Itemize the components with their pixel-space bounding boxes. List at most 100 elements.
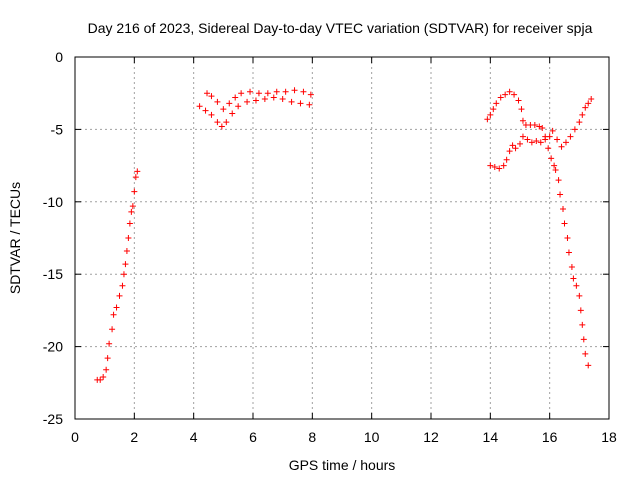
chart-title: Day 216 of 2023, Sidereal Day-to-day VTE… — [88, 20, 593, 36]
data-point — [565, 249, 572, 256]
data-point — [196, 103, 203, 110]
data-point — [208, 111, 215, 118]
data-point — [273, 88, 280, 95]
y-tick-label: -10 — [43, 194, 63, 210]
data-point — [116, 292, 123, 299]
y-tick-label: -20 — [43, 339, 63, 355]
data-point — [576, 119, 583, 126]
data-point — [129, 203, 136, 210]
data-point — [119, 282, 126, 289]
data-point — [104, 355, 111, 362]
series-arc-2-upper — [204, 87, 314, 113]
data-point — [131, 188, 138, 195]
data-point — [519, 133, 526, 140]
data-point — [306, 101, 313, 108]
x-tick-label: 4 — [190, 429, 198, 445]
data-point — [549, 127, 556, 134]
data-point — [537, 139, 544, 146]
data-point — [110, 311, 117, 318]
x-tick-labels: 0 2 4 6 8 10 12 14 16 18 — [71, 429, 617, 445]
data-point — [97, 376, 104, 383]
data-point — [554, 136, 561, 143]
data-point — [539, 124, 546, 131]
data-point — [235, 103, 242, 110]
x-tick-label: 16 — [542, 429, 558, 445]
data-point — [557, 191, 564, 198]
data-point — [238, 90, 245, 97]
data-point — [533, 137, 540, 144]
data-point — [122, 261, 129, 268]
data-point — [491, 164, 498, 171]
data-point — [545, 145, 552, 152]
y-tick-labels: 0 -5 -10 -15 -20 -25 — [43, 49, 63, 427]
data-point — [506, 88, 513, 95]
data-point — [214, 98, 221, 105]
y-tick-label: -15 — [43, 266, 63, 282]
data-point — [113, 304, 120, 311]
data-point — [270, 94, 277, 101]
data-point — [487, 111, 494, 118]
y-tick-label: 0 — [55, 49, 63, 65]
data-point — [567, 133, 574, 140]
data-point — [497, 94, 504, 101]
axis-ticks — [74, 56, 610, 420]
data-points — [94, 87, 595, 383]
data-point — [519, 117, 526, 124]
x-axis-label: GPS time / hours — [289, 457, 396, 473]
data-point — [496, 165, 503, 172]
data-point — [528, 139, 535, 146]
data-point — [493, 100, 500, 107]
data-point — [577, 307, 584, 314]
data-point — [297, 100, 304, 107]
data-point — [571, 126, 578, 133]
y-tick-label: -25 — [43, 411, 63, 427]
data-point — [244, 98, 251, 105]
data-point — [264, 90, 271, 97]
x-tick-label: 14 — [483, 429, 499, 445]
data-point — [561, 220, 568, 227]
data-point — [288, 98, 295, 105]
data-point — [560, 206, 567, 213]
grid-lines — [75, 57, 609, 419]
x-tick-label: 12 — [423, 429, 439, 445]
data-point — [579, 111, 586, 118]
data-point — [223, 119, 230, 126]
data-point — [568, 263, 575, 270]
data-point — [220, 106, 227, 113]
data-point — [490, 106, 497, 113]
data-point — [109, 326, 116, 333]
data-point — [512, 145, 519, 152]
data-point — [588, 95, 595, 102]
data-point — [128, 208, 135, 215]
data-point — [576, 292, 583, 299]
x-tick-label: 10 — [364, 429, 380, 445]
data-point — [511, 91, 518, 98]
data-point — [214, 119, 221, 126]
y-axis-label: SDTVAR / TECUs — [7, 182, 23, 294]
x-tick-label: 0 — [71, 429, 79, 445]
data-point — [106, 340, 113, 347]
data-point — [208, 93, 215, 100]
series-arc-1 — [94, 168, 141, 383]
x-tick-label: 2 — [130, 429, 138, 445]
data-point — [564, 235, 571, 241]
data-point — [542, 136, 549, 143]
data-point — [282, 88, 289, 95]
data-point — [255, 90, 262, 97]
data-point — [524, 136, 531, 143]
data-point — [232, 94, 239, 101]
data-point — [120, 271, 127, 278]
data-point — [202, 107, 209, 114]
data-point — [580, 336, 587, 343]
data-point — [582, 104, 589, 111]
data-point — [552, 166, 559, 173]
data-point — [291, 87, 298, 94]
data-point — [300, 88, 307, 95]
data-point — [279, 95, 286, 102]
data-point — [503, 156, 510, 163]
data-point — [126, 220, 133, 227]
data-point — [579, 321, 586, 328]
data-point — [562, 139, 569, 146]
series-arc-3-rising — [484, 88, 558, 169]
